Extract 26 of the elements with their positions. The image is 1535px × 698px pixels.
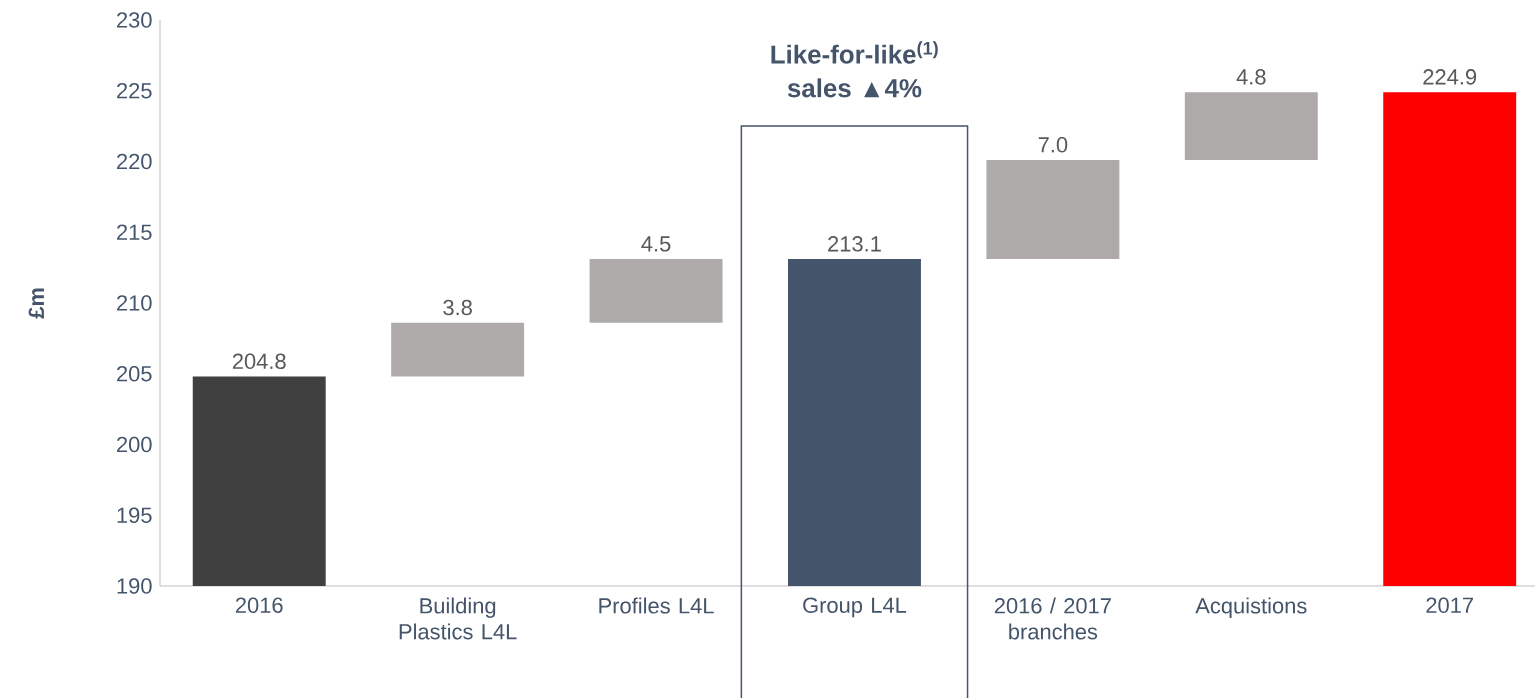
y-tick-label: 200: [117, 436, 152, 453]
data-label: 213.1: [828, 236, 881, 252]
y-tick-label: 220: [117, 153, 152, 170]
x-tick-label: Profiles L4L: [599, 597, 714, 614]
y-tick-label: 225: [117, 82, 152, 99]
x-tick-label: Building Plastics L4L: [399, 597, 517, 640]
x-tick-label: 2016: [235, 597, 283, 614]
data-label: 4.8: [1236, 69, 1266, 85]
y-tick-label: 190: [117, 578, 152, 594]
data-label: 224.9: [1423, 69, 1477, 85]
data-label: 7.0: [1038, 137, 1068, 153]
data-label: 204.8: [232, 353, 286, 370]
y-axis-title: £m: [28, 288, 44, 319]
x-tick-label: Group L4L: [803, 597, 907, 618]
y-tick-label: 210: [117, 295, 152, 311]
y-tick-label: 215: [117, 224, 152, 240]
y-tick-label: 205: [117, 365, 152, 382]
x-tick-label: Acquistions: [1195, 597, 1307, 618]
y-tick-label: 230: [117, 12, 152, 28]
annotation: sales ▲4%: [787, 78, 922, 98]
x-tick-label: 2017: [1426, 597, 1473, 614]
data-label: 3.8: [443, 299, 472, 316]
data-label: 4.5: [641, 236, 671, 252]
annotation: Like-for-like$^{(1)}$: [771, 41, 938, 64]
x-tick-label: 2016 / 2017 branches: [994, 597, 1111, 640]
y-tick-label: 195: [117, 507, 152, 523]
